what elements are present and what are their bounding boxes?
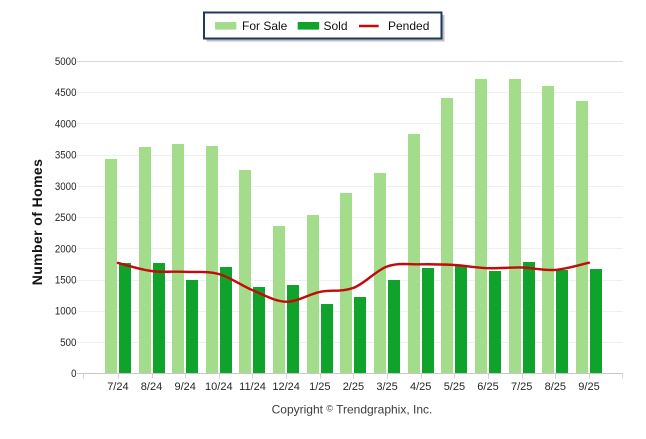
svg-text:4/25: 4/25	[410, 381, 431, 393]
svg-text:8/25: 8/25	[545, 381, 566, 393]
svg-text:Sold: Sold	[324, 19, 348, 33]
svg-text:9/25: 9/25	[578, 381, 599, 393]
svg-text:Number of Homes: Number of Homes	[29, 159, 45, 286]
svg-text:7/24: 7/24	[107, 381, 128, 393]
svg-text:8/24: 8/24	[141, 381, 162, 393]
svg-text:3500: 3500	[55, 150, 77, 162]
svg-text:Copyright © Trendgraphix, Inc.: Copyright © Trendgraphix, Inc.	[272, 403, 433, 417]
svg-text:5000: 5000	[55, 56, 77, 68]
svg-text:11/24: 11/24	[239, 381, 266, 393]
svg-text:4500: 4500	[55, 87, 77, 99]
svg-text:5/25: 5/25	[444, 381, 465, 393]
svg-text:1/25: 1/25	[309, 381, 330, 393]
svg-text:4000: 4000	[55, 118, 77, 130]
svg-text:1000: 1000	[55, 306, 77, 318]
svg-text:6/25: 6/25	[477, 381, 498, 393]
svg-text:2500: 2500	[55, 212, 77, 224]
svg-text:7/25: 7/25	[511, 381, 532, 393]
svg-text:500: 500	[60, 337, 76, 349]
svg-text:For Sale: For Sale	[242, 19, 288, 33]
svg-text:2/25: 2/25	[343, 381, 364, 393]
svg-text:Pended: Pended	[388, 19, 429, 33]
svg-text:0: 0	[71, 368, 76, 380]
svg-text:1500: 1500	[55, 275, 77, 287]
svg-text:2000: 2000	[55, 243, 77, 255]
svg-text:9/24: 9/24	[174, 381, 195, 393]
svg-text:12/24: 12/24	[272, 381, 300, 393]
svg-text:3/25: 3/25	[376, 381, 397, 393]
svg-text:10/24: 10/24	[205, 381, 233, 393]
svg-text:3000: 3000	[55, 181, 77, 193]
